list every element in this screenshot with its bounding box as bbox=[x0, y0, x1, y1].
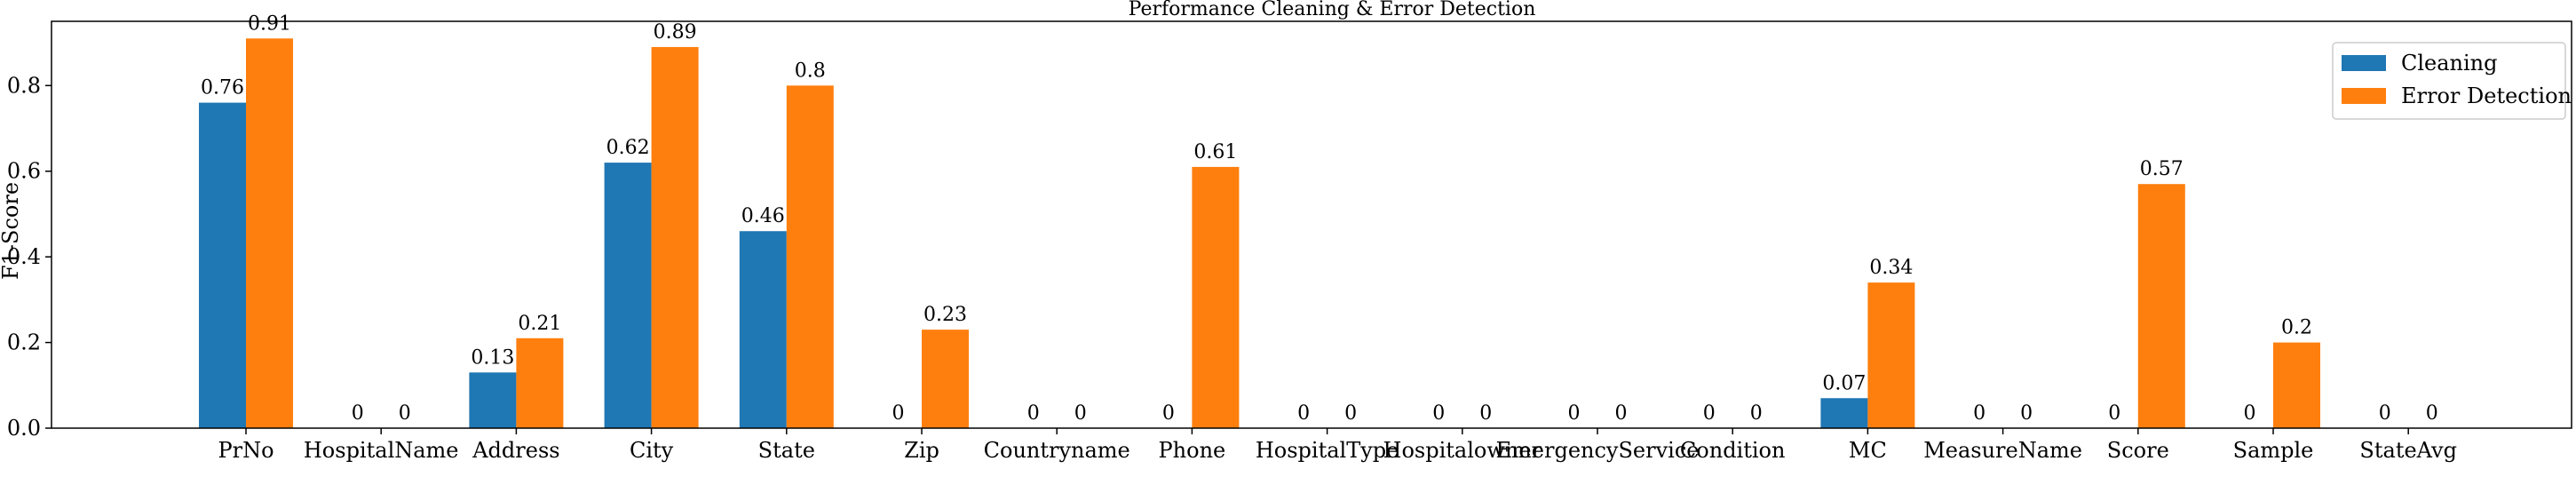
x-tick-label: MeasureName bbox=[1923, 438, 2082, 463]
x-tick-label: State bbox=[758, 438, 815, 463]
error-detection-data-label: 0.61 bbox=[1193, 141, 1237, 163]
error-detection-data-label: 0 bbox=[1074, 402, 1087, 425]
x-tick-label: Phone bbox=[1159, 438, 1226, 463]
cleaning-data-label: 0.46 bbox=[741, 205, 785, 227]
cleaning-data-label: 0 bbox=[1703, 402, 1716, 425]
x-tick-label: HospitalType bbox=[1256, 438, 1399, 463]
error-detection-legend-label: Error Detection bbox=[2401, 83, 2572, 108]
error-detection-data-label: 0.23 bbox=[923, 304, 967, 326]
cleaning-data-label: 0 bbox=[2108, 402, 2120, 425]
cleaning-data-label: 0 bbox=[1973, 402, 1986, 425]
error-detection-legend-swatch bbox=[2342, 88, 2386, 104]
error-detection-data-label: 0.2 bbox=[2281, 317, 2312, 339]
error-detection-bar bbox=[652, 47, 699, 428]
cleaning-data-label: 0.07 bbox=[1822, 372, 1866, 394]
cleaning-bar bbox=[605, 163, 652, 428]
x-tick-label: HospitalName bbox=[304, 438, 459, 463]
y-tick-label: 0.0 bbox=[7, 416, 41, 441]
cleaning-data-label: 0 bbox=[1432, 402, 1445, 425]
x-tick-label: StateAvg bbox=[2359, 438, 2457, 463]
cleaning-data-label: 0 bbox=[2244, 402, 2256, 425]
cleaning-bar bbox=[469, 372, 516, 428]
error-detection-bar bbox=[2273, 343, 2320, 428]
cleaning-bar bbox=[199, 103, 246, 428]
error-detection-data-label: 0.34 bbox=[1869, 257, 1913, 279]
x-tick-label: Countryname bbox=[984, 438, 1130, 463]
y-tick-label: 0.6 bbox=[7, 159, 41, 184]
error-detection-data-label: 0.89 bbox=[654, 21, 697, 44]
y-axis: 0.0 0.2 0.4 0.6 0.8 bbox=[7, 73, 52, 441]
bars-layer bbox=[199, 38, 2320, 428]
x-tick-label: Sample bbox=[2233, 438, 2314, 463]
error-detection-data-label: 0 bbox=[2020, 402, 2033, 425]
x-tick-label: PrNo bbox=[218, 438, 273, 463]
cleaning-data-label: 0 bbox=[1027, 402, 1040, 425]
error-detection-data-label: 0.57 bbox=[2140, 158, 2184, 180]
x-tick-label: MC bbox=[1849, 438, 1887, 463]
plot-frame bbox=[52, 21, 2572, 428]
error-detection-bar bbox=[1192, 167, 1239, 428]
x-tick-label: EmergencyService bbox=[1496, 438, 1700, 463]
cleaning-data-label: 0 bbox=[352, 402, 364, 425]
error-detection-data-label: 0 bbox=[1479, 402, 1492, 425]
cleaning-bar bbox=[740, 231, 787, 428]
cleaning-data-label: 0.13 bbox=[471, 346, 514, 369]
cleaning-data-label: 0 bbox=[1162, 402, 1175, 425]
error-detection-data-label: 0.8 bbox=[795, 60, 826, 82]
error-detection-bar bbox=[1867, 282, 1914, 428]
cleaning-legend-label: Cleaning bbox=[2401, 51, 2498, 76]
x-tick-label: Condition bbox=[1680, 438, 1786, 463]
error-detection-data-label: 0.21 bbox=[518, 313, 561, 335]
error-detection-data-label: 0 bbox=[1344, 402, 1357, 425]
y-tick-label: 0.2 bbox=[7, 330, 41, 355]
x-tick-label: Score bbox=[2107, 438, 2169, 463]
error-detection-bar bbox=[2138, 184, 2185, 428]
x-axis: PrNo HospitalName Address City State Zip Count… bbox=[218, 428, 2457, 463]
error-detection-bar bbox=[922, 330, 969, 428]
cleaning-data-label: 0 bbox=[892, 402, 905, 425]
error-detection-data-label: 0.91 bbox=[248, 12, 291, 35]
error-detection-bar bbox=[246, 38, 293, 428]
x-tick-label: City bbox=[630, 438, 674, 463]
error-detection-data-label: 0 bbox=[399, 402, 411, 425]
cleaning-data-label: 0 bbox=[1297, 402, 1310, 425]
error-detection-bar bbox=[787, 85, 834, 428]
cleaning-data-label: 0.62 bbox=[606, 137, 650, 159]
cleaning-data-label: 0 bbox=[2379, 402, 2391, 425]
y-tick-label: 0.8 bbox=[7, 73, 41, 98]
cleaning-data-label: 0.76 bbox=[201, 77, 244, 99]
cleaning-bar bbox=[1820, 398, 1867, 428]
error-detection-data-label: 0 bbox=[2426, 402, 2438, 425]
cleaning-data-label: 0 bbox=[1568, 402, 1581, 425]
cleaning-legend-swatch bbox=[2342, 55, 2386, 71]
x-tick-label: Zip bbox=[904, 438, 939, 463]
x-tick-label: Address bbox=[472, 438, 559, 463]
error-detection-data-label: 0 bbox=[1750, 402, 1763, 425]
y-tick-label: 0.4 bbox=[7, 244, 41, 269]
error-detection-data-label: 0 bbox=[1615, 402, 1628, 425]
error-detection-bar bbox=[516, 338, 563, 428]
chart-title: Performance Cleaning & Error Detection bbox=[1129, 0, 1536, 20]
legend: Cleaning Error Detection bbox=[2333, 43, 2572, 119]
